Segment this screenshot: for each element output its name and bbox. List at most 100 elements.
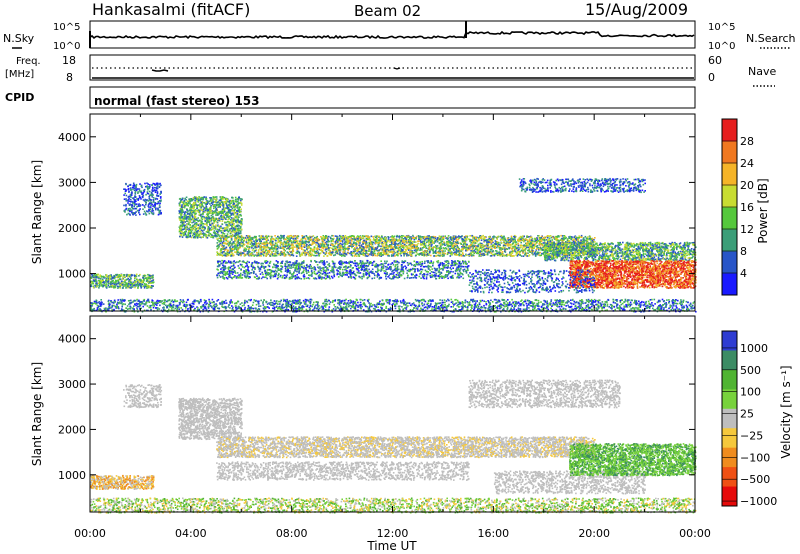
power-echo xyxy=(100,282,102,284)
power-echo xyxy=(187,236,189,238)
power-echo xyxy=(232,210,234,212)
power-echo xyxy=(198,201,200,203)
power-echo xyxy=(120,284,122,286)
power-echo xyxy=(538,306,540,308)
power-echo xyxy=(239,308,241,310)
power-echo xyxy=(207,229,209,231)
power-echo xyxy=(240,226,242,228)
power-echo xyxy=(330,301,332,303)
power-echo xyxy=(364,305,366,307)
power-echo xyxy=(640,306,642,308)
power-echo xyxy=(193,306,195,308)
power-echo xyxy=(100,302,102,304)
power-echo xyxy=(214,212,216,214)
power-echo xyxy=(260,300,262,302)
power-echo xyxy=(223,307,225,309)
power-echo xyxy=(241,204,243,206)
power-echo xyxy=(217,307,219,309)
power-echo xyxy=(565,305,567,307)
power-echo xyxy=(200,200,202,202)
power-echo xyxy=(518,305,520,307)
power-echo xyxy=(222,230,224,232)
power-echo xyxy=(295,303,297,305)
power-echo xyxy=(579,304,581,306)
power-echo xyxy=(147,183,149,185)
power-echo xyxy=(616,299,618,301)
power-echo xyxy=(186,197,188,199)
power-echo xyxy=(339,309,341,311)
power-echo xyxy=(547,305,549,307)
power-echo xyxy=(324,299,326,301)
power-echo xyxy=(97,276,99,278)
power-echo xyxy=(158,201,160,203)
power-echo xyxy=(184,305,186,307)
power-echo xyxy=(221,212,223,214)
power-echo xyxy=(159,186,161,188)
power-echo xyxy=(234,213,236,215)
power-echo xyxy=(234,210,236,212)
power-echo xyxy=(310,305,312,307)
power-echo xyxy=(104,284,106,286)
freq-unit-label: [MHz] xyxy=(5,69,34,80)
power-echo xyxy=(97,302,99,304)
power-echo xyxy=(446,308,448,310)
power-echo xyxy=(440,302,442,304)
power-echo xyxy=(213,222,215,224)
power-echo xyxy=(172,299,174,301)
power-echo xyxy=(554,299,556,301)
power-echo xyxy=(570,307,572,309)
power-echo xyxy=(224,211,226,213)
power-echo xyxy=(212,212,214,214)
power-echo xyxy=(648,303,650,305)
power-echo xyxy=(670,305,672,307)
power-echo xyxy=(675,309,677,311)
power-echo xyxy=(451,299,453,301)
power-echo xyxy=(627,301,629,303)
power-echo xyxy=(224,303,226,305)
power-echo xyxy=(192,218,194,220)
power-echo xyxy=(367,301,369,303)
power-echo xyxy=(507,309,509,311)
power-echo xyxy=(328,300,330,302)
power-echo xyxy=(511,308,513,310)
power-echo xyxy=(108,301,110,303)
power-echo xyxy=(190,236,192,238)
power-echo xyxy=(163,307,165,309)
power-echo xyxy=(473,300,475,302)
power-echo xyxy=(680,303,682,305)
power-echo xyxy=(292,301,294,303)
power-echo xyxy=(134,287,136,289)
power-echo xyxy=(249,307,251,309)
power-echo xyxy=(215,214,217,216)
power-echo xyxy=(109,279,111,281)
power-echo xyxy=(234,215,236,217)
power-echo xyxy=(255,307,257,309)
power-echo xyxy=(496,251,498,253)
power-echo xyxy=(98,282,100,284)
power-echo xyxy=(137,287,139,289)
power-echo xyxy=(440,305,442,307)
power-echo xyxy=(407,302,409,304)
power-echo xyxy=(390,308,392,310)
power-echo xyxy=(480,309,482,311)
power-echo xyxy=(200,205,202,207)
power-echo xyxy=(598,300,600,302)
power-echo xyxy=(164,302,166,304)
power-echo xyxy=(664,300,666,302)
power-echo xyxy=(153,199,155,201)
power-echo xyxy=(199,220,201,222)
power-echo xyxy=(588,299,590,301)
date-title: 15/Aug/2009 xyxy=(585,0,688,19)
power-echo xyxy=(252,304,254,306)
power-echo xyxy=(122,276,124,278)
power-echo xyxy=(256,304,258,306)
power-echo xyxy=(526,308,528,310)
power-echo xyxy=(185,226,187,228)
power-echo xyxy=(134,212,136,214)
power-echo xyxy=(385,300,387,302)
power-echo xyxy=(274,235,276,237)
power-echo xyxy=(220,230,222,232)
power-echo xyxy=(642,309,644,311)
power-echo xyxy=(139,208,141,210)
power-echo xyxy=(498,300,500,302)
